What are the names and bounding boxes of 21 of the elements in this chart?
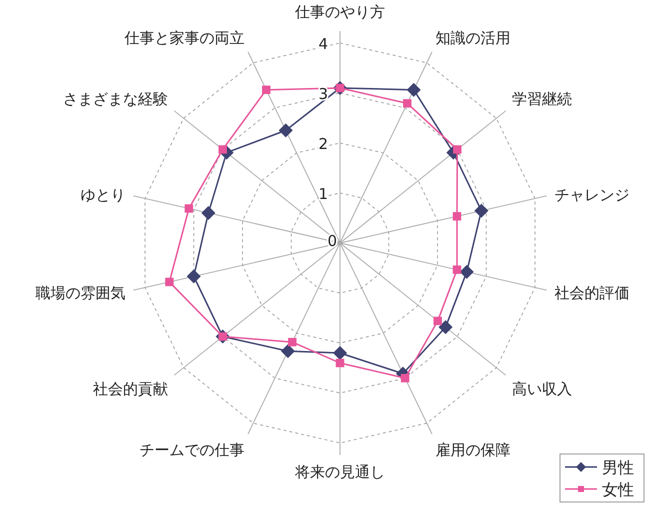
- legend-label: 女性: [602, 480, 634, 499]
- y-tick-label: 1: [318, 185, 328, 203]
- spoke-label: 職場の雰囲気: [36, 284, 126, 302]
- spoke-label: ゆとり: [80, 186, 126, 204]
- spoke-label: 社会的評価: [554, 284, 630, 302]
- spoke-label: チームでの仕事: [140, 441, 245, 460]
- spoke-label: チャレンジ: [554, 186, 630, 204]
- y-tick-label: 4: [318, 35, 328, 53]
- legend-label: 男性: [602, 458, 634, 477]
- spoke-label: さまざまな経験: [62, 90, 168, 108]
- y-tick-label: 2: [318, 135, 328, 153]
- spoke-label: 社会的貢献: [92, 380, 168, 398]
- spoke-label: 将来の見通し: [294, 463, 385, 481]
- y-tick-label: 3: [318, 85, 328, 103]
- spoke-label: 知識の活用: [435, 28, 510, 47]
- spoke-label: 学習継続: [512, 90, 572, 108]
- y-tick-label: 0: [327, 232, 337, 250]
- spoke-label: 高い収入: [512, 380, 572, 398]
- spoke-label: 雇用の保障: [435, 441, 510, 460]
- spoke-label: 仕事と家事の両立: [124, 28, 245, 47]
- spoke-label: 仕事のやり方: [294, 3, 385, 21]
